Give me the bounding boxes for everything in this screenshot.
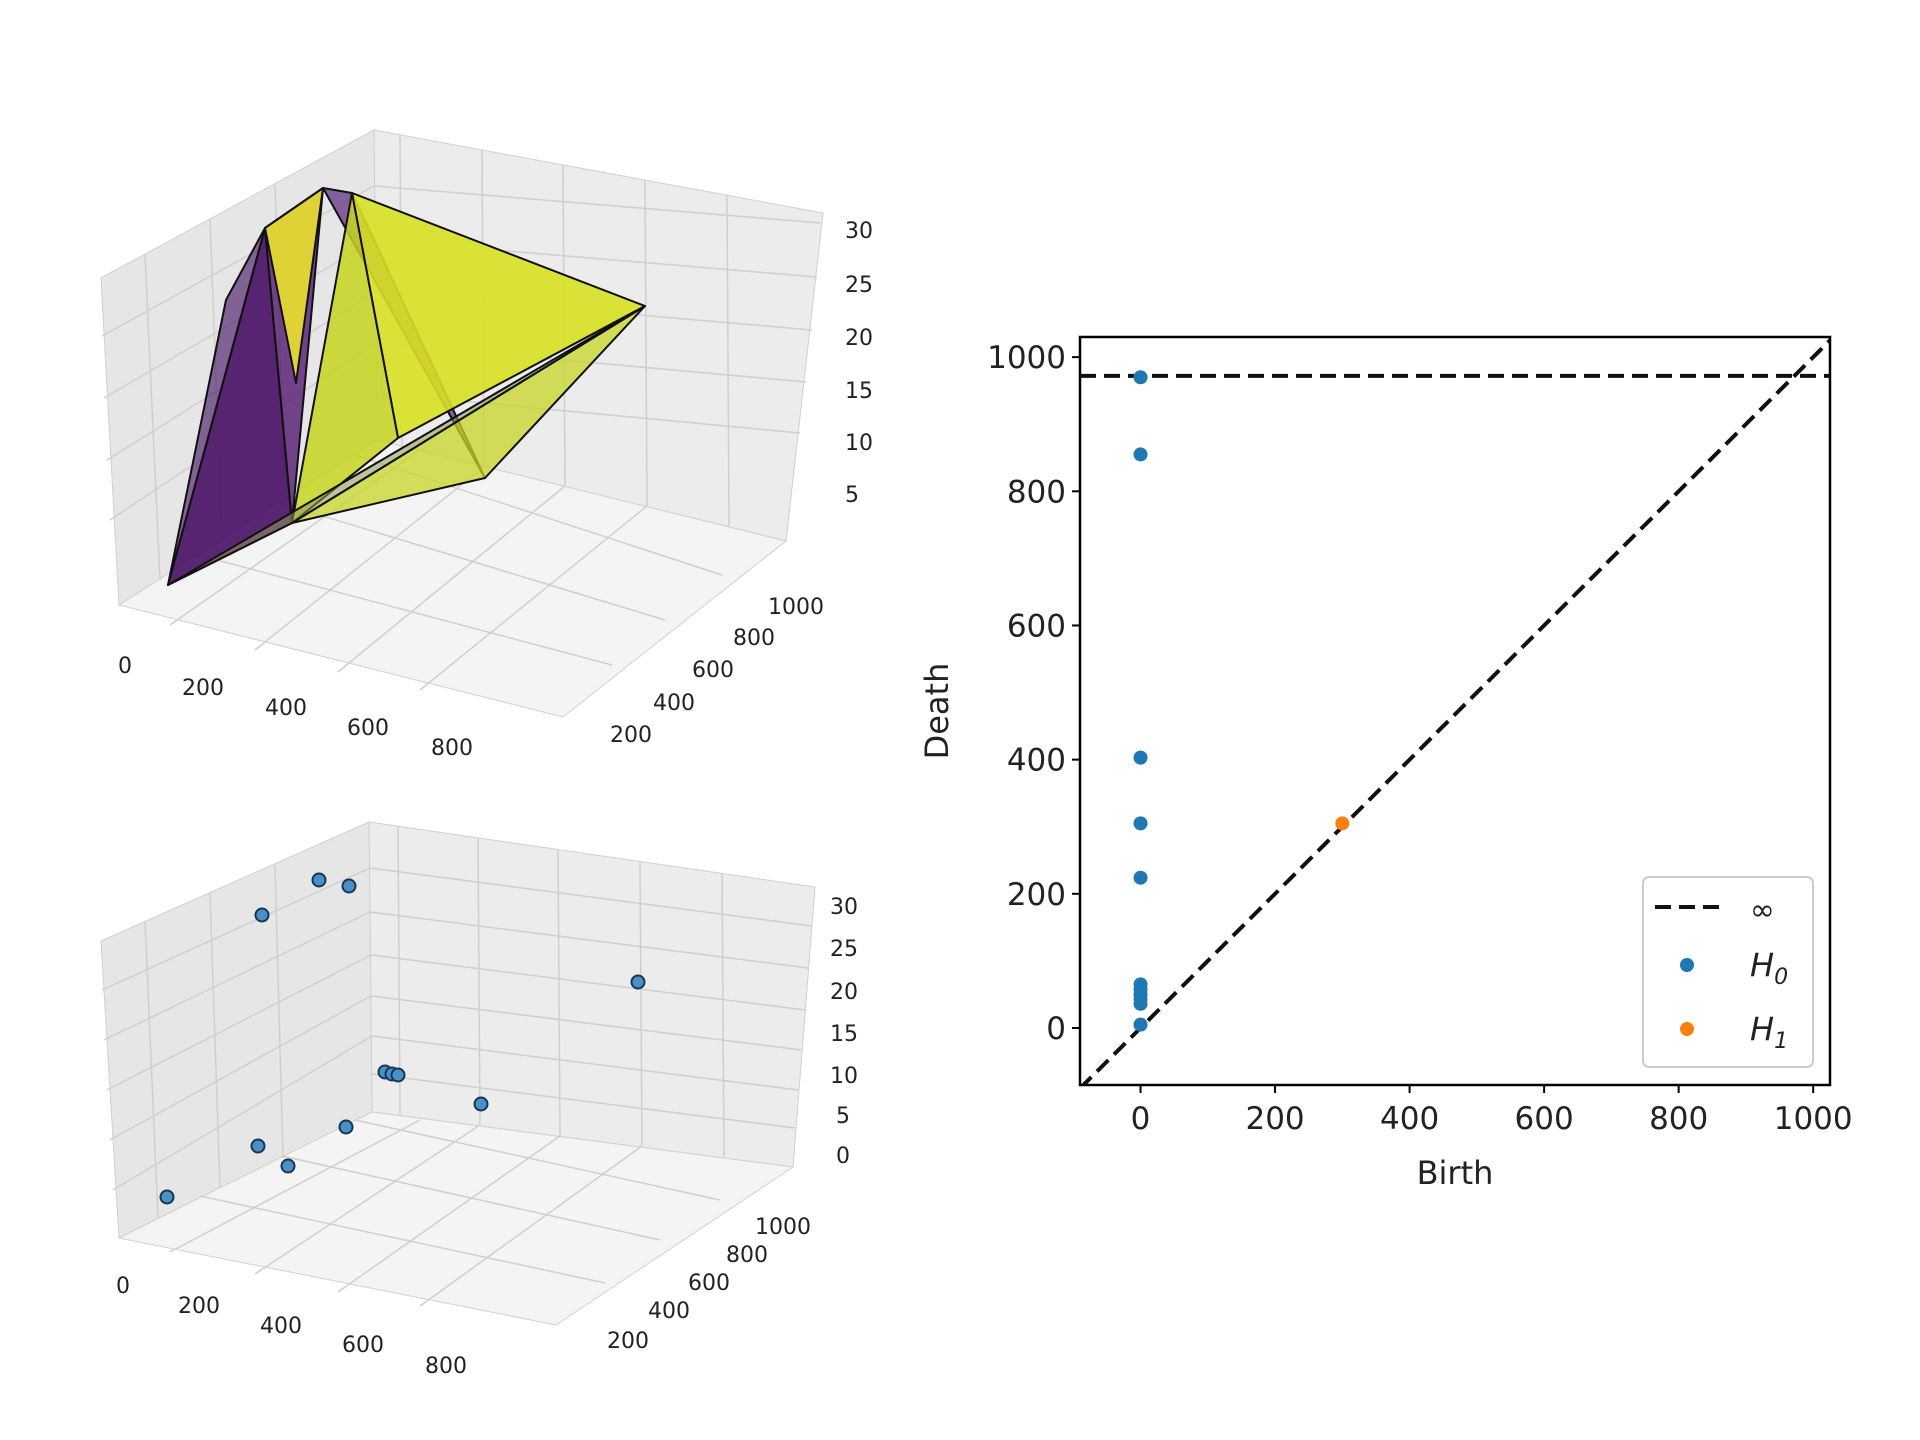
h0-point bbox=[1133, 1017, 1148, 1032]
scatter3d-z-ticks: 0 5 10 15 20 25 30 bbox=[830, 895, 858, 1169]
y-tick: 800 bbox=[733, 626, 775, 651]
y-tick: 600 bbox=[688, 1271, 730, 1296]
diagonal-line bbox=[1080, 337, 1830, 1085]
scatter-point bbox=[280, 1158, 296, 1174]
h0-point bbox=[1133, 870, 1148, 885]
y-tick-label: 0 bbox=[1046, 1011, 1066, 1047]
legend-h1-marker bbox=[1680, 1022, 1694, 1036]
scatter-point bbox=[311, 872, 327, 888]
y-tick-label: 400 bbox=[1007, 743, 1066, 779]
y-tick: 200 bbox=[607, 1329, 649, 1354]
y-tick-label: 200 bbox=[1007, 877, 1066, 913]
y-tick: 1000 bbox=[755, 1215, 811, 1240]
h0-point bbox=[1133, 447, 1148, 462]
y-axis-label: Death bbox=[918, 663, 956, 760]
legend-h0-marker bbox=[1680, 958, 1694, 972]
legend-h0-label: H0 bbox=[1750, 946, 1788, 990]
z-tick: 25 bbox=[830, 937, 858, 962]
z-tick: 15 bbox=[830, 1022, 858, 1047]
z-tick: 20 bbox=[845, 326, 873, 351]
x-tick-label: 200 bbox=[1245, 1101, 1304, 1137]
scatter-point bbox=[250, 1138, 266, 1154]
surface-face bbox=[167, 305, 646, 586]
z-tick: 5 bbox=[836, 1104, 850, 1129]
x-tick-label: 800 bbox=[1649, 1101, 1708, 1137]
x-tick-label: 600 bbox=[1515, 1101, 1574, 1137]
scatter-3d-panel: 0 200 400 600 800 200 400 600 800 1000 0… bbox=[100, 821, 858, 1379]
y-tick: 400 bbox=[653, 691, 695, 716]
z-tick: 25 bbox=[845, 273, 873, 298]
x-tick: 600 bbox=[342, 1333, 384, 1358]
surface-3d-panel: 0 200 400 600 800 200 400 600 800 1000 5… bbox=[100, 129, 873, 761]
grid-lines bbox=[101, 825, 813, 1307]
scatter-point bbox=[630, 974, 646, 990]
x-tick: 800 bbox=[425, 1354, 467, 1379]
x-tick: 400 bbox=[260, 1314, 302, 1339]
z-tick: 15 bbox=[845, 379, 873, 404]
surface-face bbox=[167, 227, 266, 586]
y-tick-label: 600 bbox=[1007, 608, 1066, 644]
back-pane bbox=[368, 821, 816, 1168]
scatter-3d-points bbox=[159, 872, 646, 1205]
z-tick: 20 bbox=[830, 980, 858, 1005]
z-tick: 30 bbox=[845, 219, 873, 244]
y-tick: 200 bbox=[610, 723, 652, 748]
z-tick: 10 bbox=[830, 1064, 858, 1089]
x-tick: 0 bbox=[118, 654, 132, 679]
x-tick-label: 1000 bbox=[1774, 1101, 1853, 1137]
h0-point bbox=[1133, 996, 1148, 1011]
legend-box bbox=[1642, 876, 1814, 1068]
z-tick: 0 bbox=[836, 1144, 850, 1169]
persistence-diagram: 0 200 400 600 800 1000 0 200 400 600 800 1000 Birt… bbox=[918, 335, 1853, 1192]
y-tick-label: 1000 bbox=[987, 340, 1066, 376]
surface-face bbox=[264, 187, 324, 384]
h1-point bbox=[1335, 816, 1350, 831]
x-axis-label: Birth bbox=[1417, 1154, 1494, 1192]
legend: ∞ H0 H1 bbox=[1642, 876, 1814, 1068]
scatter-point bbox=[341, 878, 357, 894]
scatter-point bbox=[254, 907, 270, 923]
x-tick: 800 bbox=[431, 736, 473, 761]
scatter-point bbox=[390, 1067, 406, 1083]
z-tick: 30 bbox=[830, 895, 858, 920]
y-tick: 400 bbox=[648, 1299, 690, 1324]
x-tick: 200 bbox=[182, 676, 224, 701]
surface-x-ticks: 0 200 400 600 800 bbox=[118, 654, 473, 761]
scatter-point bbox=[159, 1189, 175, 1205]
z-tick: 10 bbox=[845, 431, 873, 456]
z-tick: 5 bbox=[845, 483, 859, 508]
scatter3d-y-ticks: 200 400 600 800 1000 bbox=[607, 1215, 811, 1354]
legend-infinity-label: ∞ bbox=[1750, 893, 1775, 928]
legend-h1-label: H1 bbox=[1750, 1010, 1788, 1054]
x-tick-label: 400 bbox=[1380, 1101, 1439, 1137]
x-tick: 400 bbox=[265, 696, 307, 721]
x-tick: 0 bbox=[116, 1274, 130, 1299]
y-tick-label: 800 bbox=[1007, 474, 1066, 510]
h0-point bbox=[1133, 370, 1148, 385]
x-tick-label: 0 bbox=[1131, 1101, 1151, 1137]
plot-frame bbox=[1078, 335, 1832, 1087]
h0-point bbox=[1133, 816, 1148, 831]
x-tick: 200 bbox=[178, 1294, 220, 1319]
h0-point bbox=[1133, 750, 1148, 765]
surface-z-ticks: 5 10 15 20 25 30 bbox=[845, 219, 873, 508]
y-tick: 600 bbox=[692, 658, 734, 683]
surface-mesh bbox=[167, 187, 646, 586]
y-tick: 1000 bbox=[768, 595, 824, 620]
x-tick: 600 bbox=[347, 716, 389, 741]
scatter-point bbox=[338, 1119, 354, 1135]
y-tick: 800 bbox=[726, 1243, 768, 1268]
scatter-point bbox=[473, 1096, 489, 1112]
surface-y-ticks: 200 400 600 800 1000 bbox=[610, 595, 824, 748]
scatter3d-x-ticks: 0 200 400 600 800 bbox=[116, 1274, 467, 1379]
